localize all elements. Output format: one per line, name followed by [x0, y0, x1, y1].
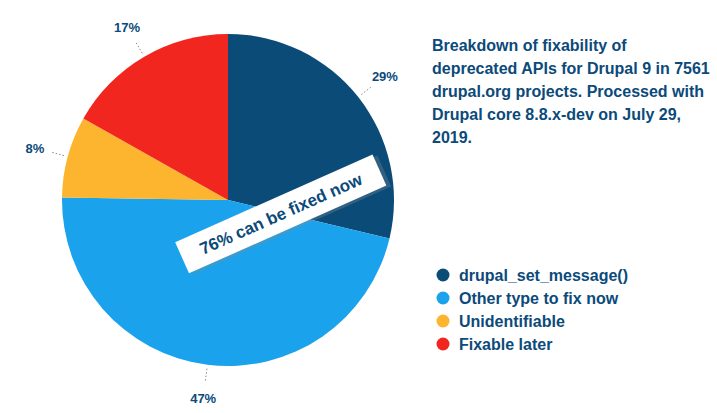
leader-line [135, 41, 142, 53]
legend-swatch [437, 269, 450, 282]
legend-label: Unidentifiable [459, 313, 565, 330]
leader-line [50, 152, 64, 156]
legend-swatch [437, 292, 450, 305]
legend-label: drupal_set_message() [459, 267, 628, 284]
leader-line [361, 86, 372, 95]
annotation-text: 76% can be fixed now [197, 170, 366, 259]
data-label: 17% [114, 20, 140, 35]
data-label: 47% [190, 391, 216, 406]
legend-label: Other type to fix now [459, 290, 619, 307]
pie [62, 34, 394, 366]
annotation: 76% can be fixed now [175, 153, 391, 276]
data-label: 8% [26, 141, 45, 156]
legend-swatch [437, 315, 450, 328]
annotation-box [175, 154, 386, 273]
data-label: 29% [372, 69, 398, 84]
pie-slice [83, 34, 228, 200]
legend-label: Fixable later [459, 336, 552, 353]
leader-line [205, 369, 207, 383]
chart-canvas: 29% 47% 8% 17% 76% can be fixed now drupal_se… [0, 0, 717, 413]
chart-title: Breakdown of fixability of deprecated AP… [432, 34, 710, 149]
legend: drupal_set_message() Other type to fix no… [437, 267, 628, 353]
legend-swatch [437, 338, 450, 351]
